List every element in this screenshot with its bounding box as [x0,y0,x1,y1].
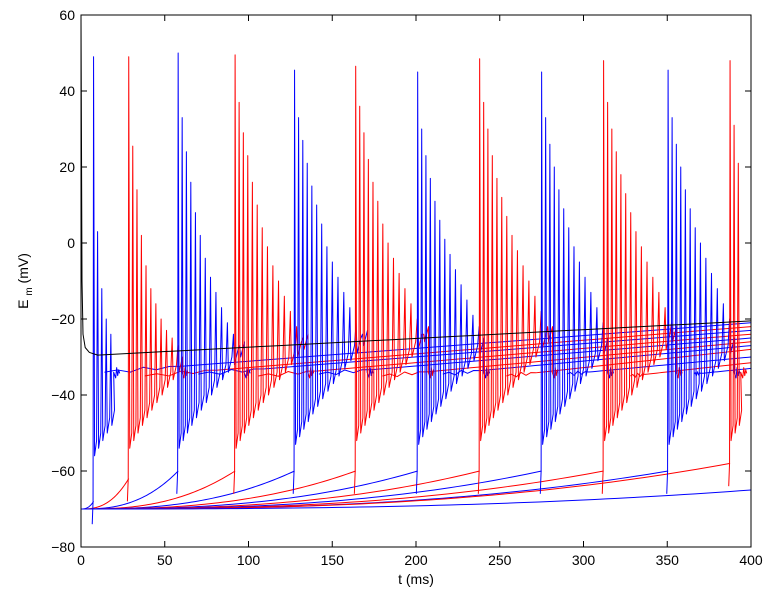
black-trace [80,14,752,356]
y-tick-label: −80 [51,539,75,555]
subthreshold-trace [80,501,94,510]
x-tick-label: 100 [237,552,261,568]
plateau-trace [104,322,752,373]
x-tick-label: 400 [739,552,763,568]
x-axis-ticks: 0 50 100 150 200 250 300 350 400 [77,15,763,568]
y-axis-ticks: −80 −60 −40 −20 0 20 40 60 [51,7,751,555]
y-tick-label: 40 [59,83,75,99]
subthreshold-trace [81,478,130,510]
x-axis-label: t (ms) [398,571,434,587]
plateau-trace [198,329,752,375]
traces-layer [80,14,752,525]
burst-trace [601,60,683,494]
burst-trace [126,56,189,502]
subthreshold-trace [81,470,356,510]
burst-trace [353,65,435,494]
x-tick-label: 150 [321,552,345,568]
y-tick-label: 0 [67,235,75,251]
x-tick-label: 350 [656,552,680,568]
x-tick-label: 200 [404,552,428,568]
y-axis-label-main: E [15,300,31,309]
burst-trace [666,69,741,494]
subthreshold-trace [81,489,752,510]
subthreshold-trace [81,470,179,510]
plateau-trace [144,326,752,377]
y-tick-label: −20 [51,311,75,327]
y-tick-label: 60 [59,7,75,23]
x-tick-label: 300 [572,552,596,568]
burst-trace [91,56,121,525]
y-axis-label-unit: (mV) [15,253,31,283]
subthreshold-trace [81,470,295,510]
burst-trace [233,54,315,494]
y-tick-label: −60 [51,463,75,479]
plateau-trace [693,367,752,377]
burst-trace [477,58,559,494]
x-tick-label: 0 [77,552,85,568]
x-tick-label: 250 [488,552,512,568]
x-tick-label: 50 [157,552,173,568]
burst-trace [415,71,491,494]
y-axis-label-subscript: m [24,287,35,295]
burst-trace [292,69,374,494]
burst-trace [539,71,615,494]
y-tick-label: −40 [51,387,75,403]
burst-trace [728,60,748,487]
subthreshold-trace [81,462,731,510]
y-axis-label: E m (mV) [15,253,35,309]
subthreshold-trace [81,470,542,510]
plateau-trace [318,337,752,376]
subthreshold-trace [81,470,604,510]
y-tick-label: 20 [59,159,75,175]
